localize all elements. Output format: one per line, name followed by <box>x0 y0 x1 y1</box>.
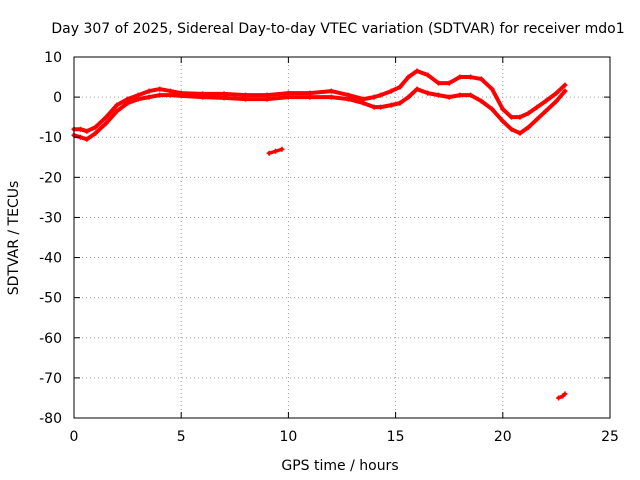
data-point <box>264 92 270 98</box>
y-tick-label: -80 <box>39 411 62 427</box>
data-point <box>543 108 549 114</box>
data-point <box>425 72 431 78</box>
x-tick-label: 5 <box>177 429 186 445</box>
data-point <box>397 100 403 106</box>
data-point <box>328 94 334 100</box>
data-point <box>405 74 411 80</box>
y-tick-label: -30 <box>39 210 62 226</box>
x-tick-label: 15 <box>387 429 405 445</box>
data-point <box>457 74 463 80</box>
data-point <box>414 68 420 74</box>
y-tick-label: -50 <box>39 291 62 307</box>
data-point <box>77 126 83 132</box>
data-point <box>378 92 384 98</box>
data-point <box>388 102 394 108</box>
y-tick-label: -70 <box>39 371 62 387</box>
data-point <box>167 88 173 94</box>
data-point <box>457 92 463 98</box>
x-axis-label: GPS time / hours <box>281 458 398 474</box>
data-point <box>435 80 441 86</box>
data-point <box>178 90 184 96</box>
data-point <box>435 92 441 98</box>
data-point <box>125 96 131 102</box>
data-point <box>135 92 141 98</box>
data-point <box>556 395 562 401</box>
data-point <box>103 114 109 120</box>
x-tick-label: 0 <box>70 429 79 445</box>
data-point <box>405 94 411 100</box>
data-point <box>500 118 506 124</box>
chart-title: Day 307 of 2025, Sidereal Day-to-day VTE… <box>51 21 624 37</box>
data-point <box>478 98 484 104</box>
y-tick-label: -20 <box>39 170 62 186</box>
data-point <box>371 94 377 100</box>
y-tick-label: -60 <box>39 331 62 347</box>
data-point <box>92 124 98 130</box>
data-point <box>328 88 334 94</box>
data-point <box>517 130 523 136</box>
data-point <box>84 136 90 142</box>
data-point <box>397 84 403 90</box>
data-point <box>84 128 90 134</box>
data-point <box>468 74 474 80</box>
x-tick-label: 10 <box>279 429 297 445</box>
y-tick-label: 10 <box>44 50 62 66</box>
data-point <box>425 90 431 96</box>
data-point <box>478 76 484 82</box>
data-point <box>345 92 351 98</box>
series-line-main-band-upper <box>72 69 567 134</box>
data-point <box>526 110 532 116</box>
data-point <box>103 120 109 126</box>
x-tick-label: 25 <box>601 429 619 445</box>
data-point <box>371 104 377 110</box>
tick-labels: 0 5 10 15 20 25 10 0 -10 -20 -30 -40 -50 -60 -70 -80 <box>39 50 619 445</box>
data-point <box>534 116 540 122</box>
data-point <box>307 90 313 96</box>
data-point <box>508 114 514 120</box>
data-point <box>562 88 568 94</box>
data-point <box>114 102 120 108</box>
data-point <box>92 130 98 136</box>
data-point <box>534 104 540 110</box>
data-point <box>285 90 291 96</box>
data-point <box>517 114 523 120</box>
data-point <box>446 94 452 100</box>
y-tick-label: 0 <box>53 90 62 106</box>
data-point <box>157 86 163 92</box>
data-point <box>273 148 279 154</box>
data-point <box>446 80 452 86</box>
data-point <box>157 92 163 98</box>
y-tick-label: -40 <box>39 251 62 267</box>
data-point <box>279 146 285 152</box>
data-point <box>562 82 568 88</box>
axis-ticks <box>73 56 611 419</box>
data-point <box>360 96 366 102</box>
y-tick-label: -10 <box>39 130 62 146</box>
data-point <box>200 91 206 97</box>
data-point <box>543 98 549 104</box>
data-point <box>114 108 120 114</box>
data-point <box>243 92 249 98</box>
data-point <box>508 126 514 132</box>
data-point <box>468 92 474 98</box>
data-point <box>526 124 532 130</box>
data-point <box>500 106 506 112</box>
data-point <box>221 91 227 97</box>
data-point <box>266 150 272 156</box>
data-point <box>553 90 559 96</box>
data-point <box>562 391 568 397</box>
data-series <box>71 68 568 401</box>
data-point <box>489 86 495 92</box>
data-point <box>489 106 495 112</box>
x-tick-label: 20 <box>494 429 512 445</box>
data-point <box>146 94 152 100</box>
data-point <box>388 88 394 94</box>
data-point <box>414 86 420 92</box>
plot-frame <box>73 56 611 419</box>
data-point <box>378 104 384 110</box>
y-axis-label: SDTVAR / TECUs <box>6 181 22 296</box>
data-point <box>553 98 559 104</box>
data-point <box>146 88 152 94</box>
